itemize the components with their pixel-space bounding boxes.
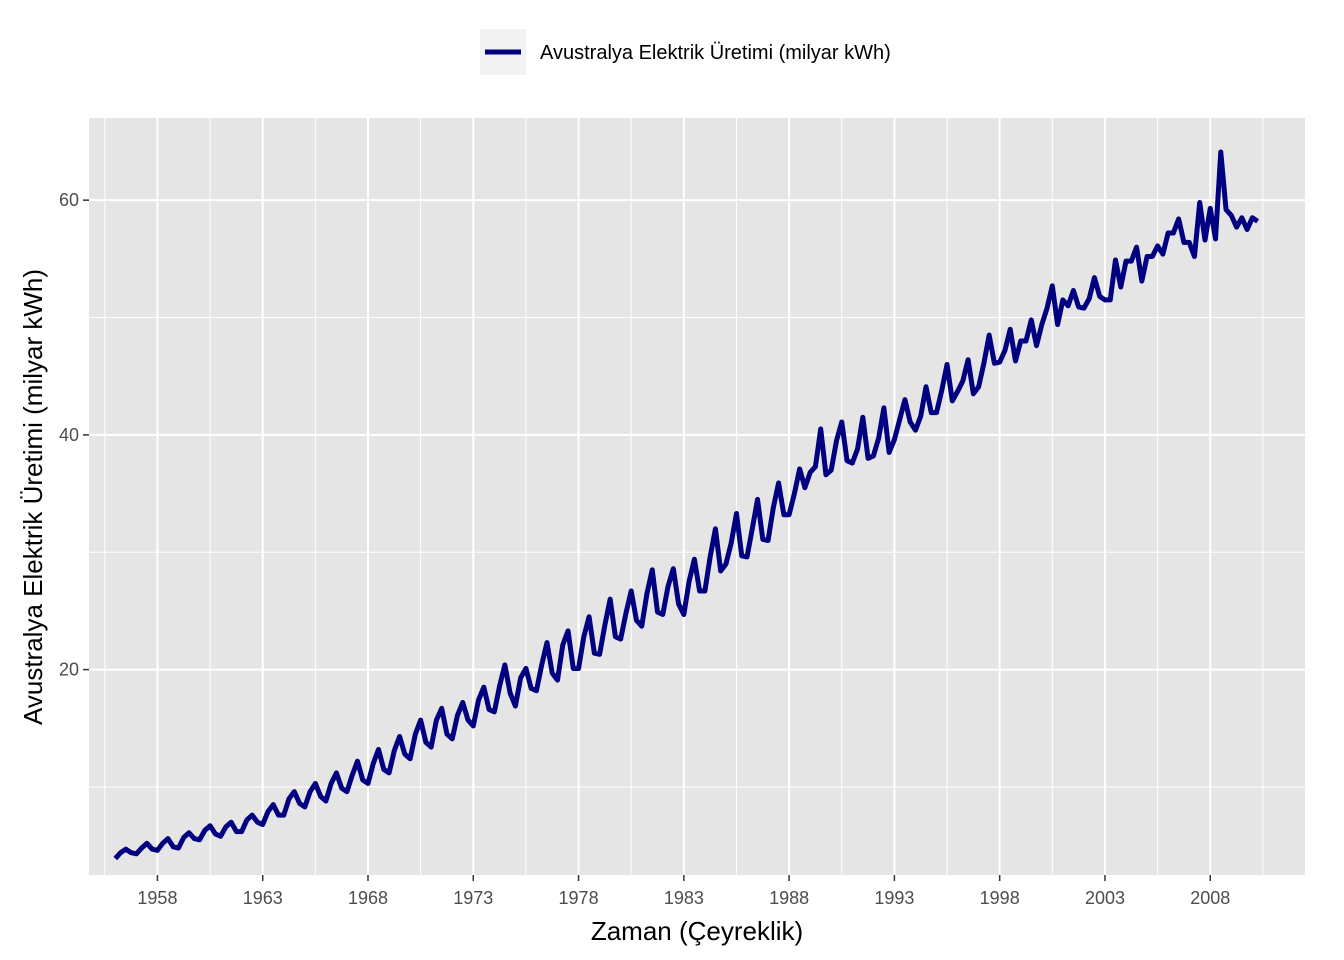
legend: Avustralya Elektrik Üretimi (milyar kWh)	[480, 29, 891, 75]
legend-label: Avustralya Elektrik Üretimi (milyar kWh)	[540, 42, 891, 64]
x-tick-label: 1973	[453, 888, 493, 908]
x-tick-label: 1998	[980, 888, 1020, 908]
y-axis: 20 40 60	[59, 190, 89, 680]
x-axis-title: Zaman (Çeyreklik)	[591, 916, 803, 946]
plot-panel	[89, 118, 1305, 875]
minor-gridlines	[89, 118, 1305, 875]
x-tick-label: 2003	[1085, 888, 1125, 908]
x-tick-label: 1963	[243, 888, 283, 908]
y-tick-label: 60	[59, 190, 79, 210]
x-tick-label: 1968	[348, 888, 388, 908]
x-tick-label: 1978	[559, 888, 599, 908]
y-axis-title: Avustralya Elektrik Üretimi (milyar kWh)	[18, 269, 48, 725]
x-tick-label: 1983	[664, 888, 704, 908]
series-line	[113, 149, 1260, 861]
y-tick-label: 20	[59, 660, 79, 680]
x-axis: 1958 1963 1968 1973 1978 1983 1988 1993 1998 2003…	[137, 875, 1230, 908]
x-tick-label: 1988	[769, 888, 809, 908]
y-tick-label: 40	[59, 425, 79, 445]
x-tick-label: 1958	[137, 888, 177, 908]
major-gridlines	[89, 118, 1305, 875]
x-tick-label: 1993	[874, 888, 914, 908]
x-tick-label: 2008	[1190, 888, 1230, 908]
